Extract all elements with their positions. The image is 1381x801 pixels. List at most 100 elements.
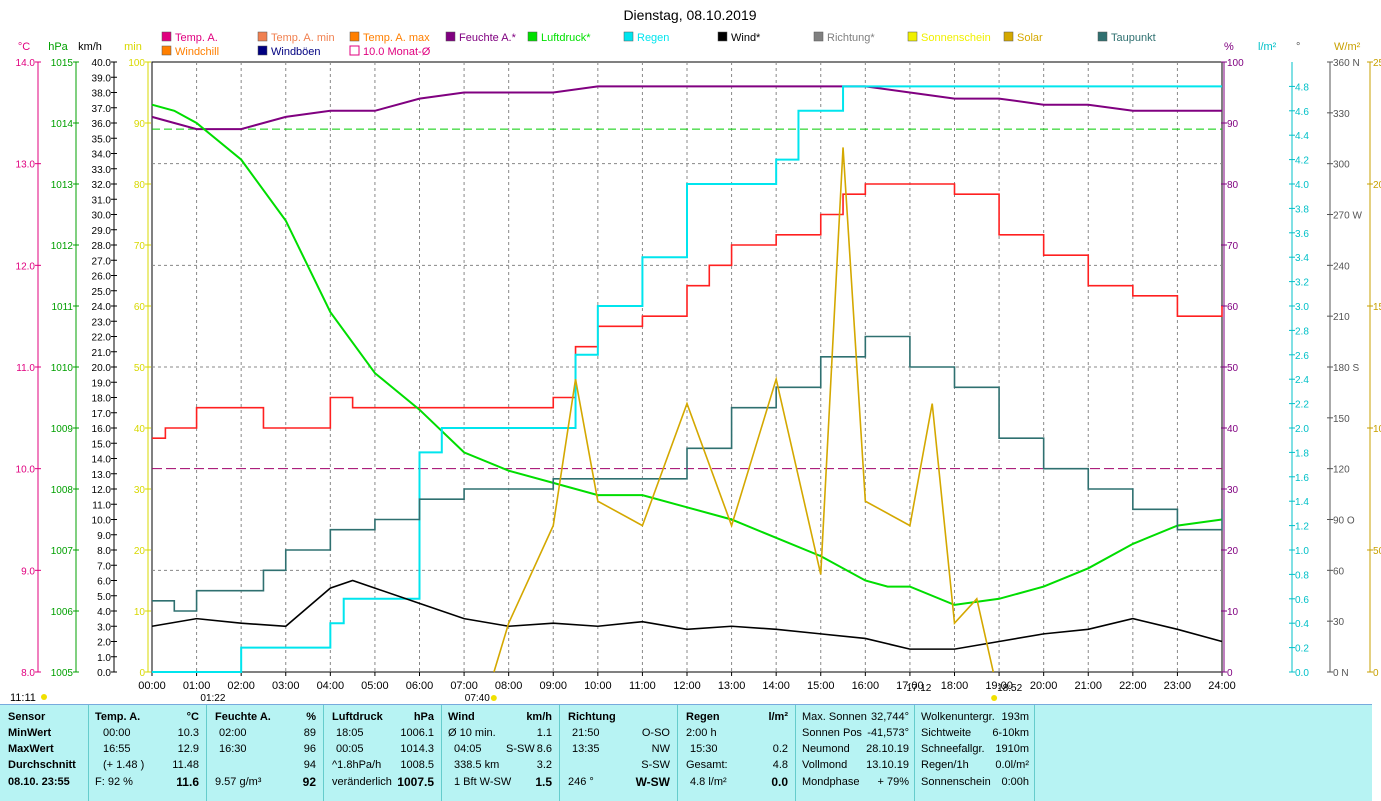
direction-tick-label: 300	[1333, 160, 1350, 171]
x-tick-label: 09:00	[539, 680, 567, 692]
stats-temp-col: Temp. A. °C 00:00 10.3 16:55 12.9 (+ 1.4…	[88, 705, 207, 801]
wind-tick-label: 21.0	[92, 348, 112, 359]
rain-tick-label: 0.2	[1295, 644, 1309, 655]
legend-label: Temp. A. max	[363, 32, 430, 44]
x-tick-label: 03:00	[272, 680, 300, 692]
stats-wind-avg10: 1.1	[537, 726, 552, 742]
x-tick-label: 06:00	[406, 680, 434, 692]
temp-tick-label: 11.0	[16, 363, 35, 374]
stats-rain-day: 4.8 l/m²	[690, 775, 727, 791]
pressure-tick-label: 1011	[51, 302, 73, 313]
rain-tick-label: 0.6	[1295, 595, 1309, 606]
chart-title: Dienstag, 08.10.2019	[623, 7, 756, 23]
pressure-tick-label: 1009	[51, 424, 74, 435]
rain-tick-label: 4.0	[1295, 180, 1309, 191]
humidity-tick-label: 100	[1227, 58, 1244, 69]
wind-tick-label: 36.0	[92, 119, 112, 130]
stats-wind-current: 1.5	[535, 775, 552, 791]
wind-tick-label: 16.0	[92, 424, 112, 435]
x-tick-label: 05:00	[361, 680, 389, 692]
x-tick-label: 20:00	[1030, 680, 1058, 692]
wind-tick-label: 6.0	[97, 577, 111, 588]
stats-humidity-header: Feuchte A.	[215, 710, 271, 726]
legend-swatch	[814, 32, 823, 41]
stats-newmoon: 28.10.19	[866, 742, 909, 758]
wind-tick-label: 39.0	[92, 73, 112, 84]
solar-axis-title: W/m²	[1334, 41, 1361, 53]
x-tick-label: 18:00	[941, 680, 969, 692]
stats-direction-col: Richtung 21:50 O-SO 13:35 NW S-SW 246 ° …	[559, 705, 678, 801]
x-tick-label: 10:00	[584, 680, 612, 692]
stats-wind-gust-dir: S-SW	[506, 742, 535, 758]
stats-wind-unit: km/h	[526, 710, 552, 726]
rain-tick-label: 0.8	[1295, 570, 1309, 581]
stats-pressure-max-time: 00:05	[336, 742, 364, 758]
wind-tick-label: 2.0	[97, 638, 111, 649]
x-tick-label: 13:00	[718, 680, 746, 692]
sunmin-tick-label: 10	[134, 607, 146, 618]
stats-wind-bft: 1 Bft W-SW	[454, 775, 511, 791]
stats-newmoon-label: Neumond	[802, 742, 850, 758]
stats-humidity-unit: %	[306, 710, 316, 726]
stats-panel: Sensor MinWert MaxWert Durchschnitt 08.1…	[0, 704, 1372, 801]
wind-axis-title: km/h	[78, 41, 102, 53]
stats-temp-max-time: 16:55	[103, 742, 131, 758]
stats-pressure-current: 1007.5	[397, 775, 434, 791]
x-tick-label: 23:00	[1164, 680, 1192, 692]
x-tick-label: 14:00	[762, 680, 790, 692]
wind-tick-label: 0.0	[97, 668, 111, 679]
stats-sun-pos: -41,573°	[867, 726, 909, 742]
wind-tick-label: 30.0	[92, 211, 112, 222]
stats-sun-pos-label: Sonnen Pos	[802, 726, 862, 742]
legend-swatch	[162, 46, 171, 55]
temp-axis-title: °C	[18, 41, 30, 53]
stats-empty-col	[1034, 705, 1373, 801]
pressure-tick-label: 1014	[51, 119, 74, 130]
direction-tick-label: 150	[1333, 414, 1350, 425]
wind-tick-label: 29.0	[92, 226, 112, 237]
stats-misc-col: Wolkenuntergr. 193m Sichtweite 6-10km Sc…	[914, 705, 1035, 801]
pressure-tick-label: 1008	[51, 485, 74, 496]
x-tick-label: 24:00	[1208, 680, 1236, 692]
stats-sunshine: 0:00h	[1001, 775, 1029, 791]
x-tick-label: 01:00	[183, 680, 211, 692]
stats-direction-t2: 13:35	[572, 742, 600, 758]
legend-swatch	[1004, 32, 1013, 41]
rain-tick-label: 3.6	[1295, 229, 1309, 240]
pressure-tick-label: 1005	[51, 668, 74, 679]
wind-tick-label: 33.0	[92, 165, 112, 176]
humidity-tick-label: 10	[1227, 607, 1239, 618]
legend-label: Solar	[1017, 32, 1043, 44]
rain-tick-label: 4.4	[1295, 131, 1309, 142]
stats-visibility: 6-10km	[992, 726, 1029, 742]
rain-tick-label: 2.0	[1295, 424, 1309, 435]
wind-tick-label: 28.0	[92, 241, 112, 252]
stats-wind-header: Wind	[448, 710, 475, 726]
wind-tick-label: 14.0	[92, 455, 112, 466]
legend-swatch	[258, 46, 267, 55]
sunmin-axis-title: min	[124, 41, 142, 53]
legend-swatch	[1098, 32, 1107, 41]
solar-tick-label: 0	[1373, 668, 1379, 679]
pressure-tick-label: 1007	[51, 546, 74, 557]
wind-tick-label: 23.0	[92, 317, 112, 328]
event-marker-right: 17:12	[906, 683, 931, 694]
direction-tick-label: 120	[1333, 465, 1350, 476]
wind-tick-label: 11.0	[92, 500, 111, 511]
humidity-tick-label: 50	[1227, 363, 1239, 374]
rain-tick-label: 0.0	[1295, 668, 1309, 679]
stats-pressure-unit: hPa	[414, 710, 434, 726]
legend-swatch	[350, 32, 359, 41]
stats-direction-t1: 21:50	[572, 726, 600, 742]
direction-tick-label: 30	[1333, 617, 1345, 628]
rain-tick-label: 4.2	[1295, 156, 1309, 167]
rain-tick-label: 4.6	[1295, 107, 1309, 118]
x-tick-label: 00:00	[138, 680, 166, 692]
solar-tick-label: 100	[1373, 424, 1381, 435]
stats-pressure-min-time: 18:05	[336, 726, 364, 742]
wind-tick-label: 12.0	[92, 485, 112, 496]
stats-sensor-header: Sensor	[8, 710, 45, 726]
rain-tick-label: 2.8	[1295, 326, 1309, 337]
stats-wind-avg: 3.2	[537, 758, 552, 774]
direction-axis-title: °	[1296, 41, 1300, 53]
